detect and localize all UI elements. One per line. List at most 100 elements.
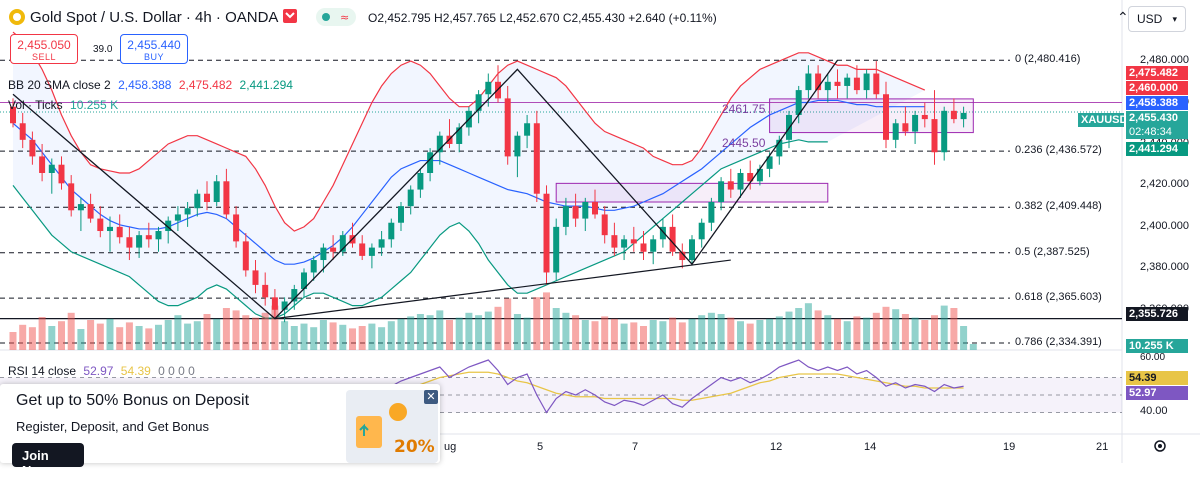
volume-bar (261, 312, 269, 350)
date-label: 7 (632, 441, 639, 453)
candle-body (417, 172, 424, 190)
promo-title: Get up to 50% Bonus on Deposit (16, 392, 250, 409)
rsi-legend[interactable]: RSI 14 close 52.97 54.39 0 0 0 0 (8, 364, 195, 378)
candle-body (485, 81, 492, 95)
promo-banner[interactable]: Get up to 50% Bonus on Deposit Register,… (0, 384, 440, 478)
candle-body (650, 239, 657, 252)
vol-legend[interactable]: Vol · Ticks 10.255 K (8, 98, 118, 112)
volume-bar (426, 315, 434, 350)
spread-value: 39.0 (93, 44, 113, 55)
join-now-button[interactable]: Join Now (12, 443, 84, 478)
bb-basis-tag: 2,458.388 (1126, 96, 1188, 110)
scroll-up-icon[interactable]: ⌃ (1117, 9, 1129, 25)
candle-body (553, 226, 560, 273)
volume-bar (407, 316, 415, 350)
candle-body (281, 301, 288, 310)
volume-bar (572, 315, 580, 350)
bb-label: BB 20 SMA close 2 (8, 78, 111, 92)
volume-bar (698, 315, 706, 350)
support-tag: 2,355.726 (1126, 307, 1188, 321)
volume-bar (475, 315, 483, 350)
zone-bottom-label: 2445.50 (722, 136, 766, 150)
volume-bar (552, 308, 560, 350)
candle-body (194, 193, 201, 209)
candle-body (883, 94, 889, 140)
volume-bar (872, 312, 880, 350)
symbol-tag: XAUUSD (1078, 113, 1127, 127)
bb-lower-line (12, 139, 828, 319)
sell-price: 2,455.050 (17, 38, 71, 52)
buy-price: 2,455.440 (127, 38, 181, 52)
candle-body (330, 247, 337, 252)
candle-body (165, 220, 172, 232)
chart-canvas[interactable] (0, 0, 1200, 463)
candle-body (388, 222, 395, 240)
volume-bar (145, 328, 153, 350)
candle-body (659, 226, 666, 240)
bb-lower-tag: 2,441.294 (1126, 142, 1188, 156)
status-dot-icon: ≈ (316, 8, 356, 29)
candle-body (68, 183, 75, 211)
candle-body (582, 202, 589, 219)
volume-bar (87, 320, 95, 350)
volume-bar (960, 326, 968, 350)
symbol-title[interactable]: Gold Spot / U.S. Dollar · 4h · OANDA (30, 9, 279, 26)
volume-bar (242, 315, 250, 350)
candle-body (136, 235, 143, 248)
buy-button[interactable]: 2,455.440 BUY (120, 34, 188, 64)
volume-bar (125, 322, 133, 350)
volume-bar (155, 324, 162, 350)
candle-body (611, 235, 618, 248)
fib-level-label: 0.382 (2,409.448) (1015, 200, 1102, 213)
candle-body (87, 204, 94, 219)
candle-body (853, 77, 860, 91)
volume-bar (310, 327, 318, 350)
candle-body (223, 181, 230, 215)
candle-body (378, 239, 385, 248)
candle-body (174, 214, 181, 221)
candle-body (892, 123, 899, 140)
close-promo-button[interactable]: ✕ (424, 390, 438, 404)
candle-body (359, 243, 366, 256)
rsi-tag: 52.97 (1126, 386, 1188, 400)
candle-body (107, 226, 113, 232)
currency-select[interactable]: USD ▾ (1128, 6, 1186, 32)
candle-body (941, 110, 948, 153)
volume-bar (562, 312, 570, 350)
candle-body (514, 135, 521, 157)
volume-bar (252, 317, 259, 350)
volume-bar (882, 306, 890, 350)
volume-bar (484, 311, 492, 350)
candle-body (960, 112, 967, 120)
bb-legend[interactable]: BB 20 SMA close 2 2,458.388 2,475.482 2,… (8, 78, 293, 92)
sell-button[interactable]: 2,455.050 SELL (10, 34, 78, 64)
candle-body (737, 172, 744, 190)
volume-bar (824, 315, 832, 350)
volume-bar (853, 316, 861, 350)
candle-body (863, 73, 870, 91)
candle-body (844, 77, 851, 86)
candle-body (126, 237, 133, 248)
volume-tag: 10.255 K (1126, 339, 1188, 353)
candle-body (116, 226, 123, 238)
volume-bar (222, 308, 230, 350)
settings-gear-icon[interactable] (1153, 439, 1167, 456)
bb-basis-line (12, 99, 925, 265)
fib-level-label: 0.618 (2,365.603) (1015, 291, 1102, 304)
rsi-extra-values: 0 0 0 0 (158, 364, 195, 378)
candle-body (727, 181, 734, 190)
volume-bar (184, 323, 192, 350)
volume-bar (397, 318, 405, 350)
volume-bar (766, 318, 774, 350)
volume-bar (630, 322, 638, 350)
flag-icon[interactable] (283, 9, 297, 26)
candle-body (368, 247, 375, 256)
volume-bar (38, 317, 46, 350)
volume-bar (339, 324, 347, 350)
volume-bar (921, 320, 929, 350)
volume-bar (746, 323, 754, 350)
candle-body (145, 235, 152, 240)
candle-body (339, 235, 346, 252)
countdown-tag: 02:48:34 (1126, 125, 1188, 139)
candle-body (718, 181, 725, 203)
